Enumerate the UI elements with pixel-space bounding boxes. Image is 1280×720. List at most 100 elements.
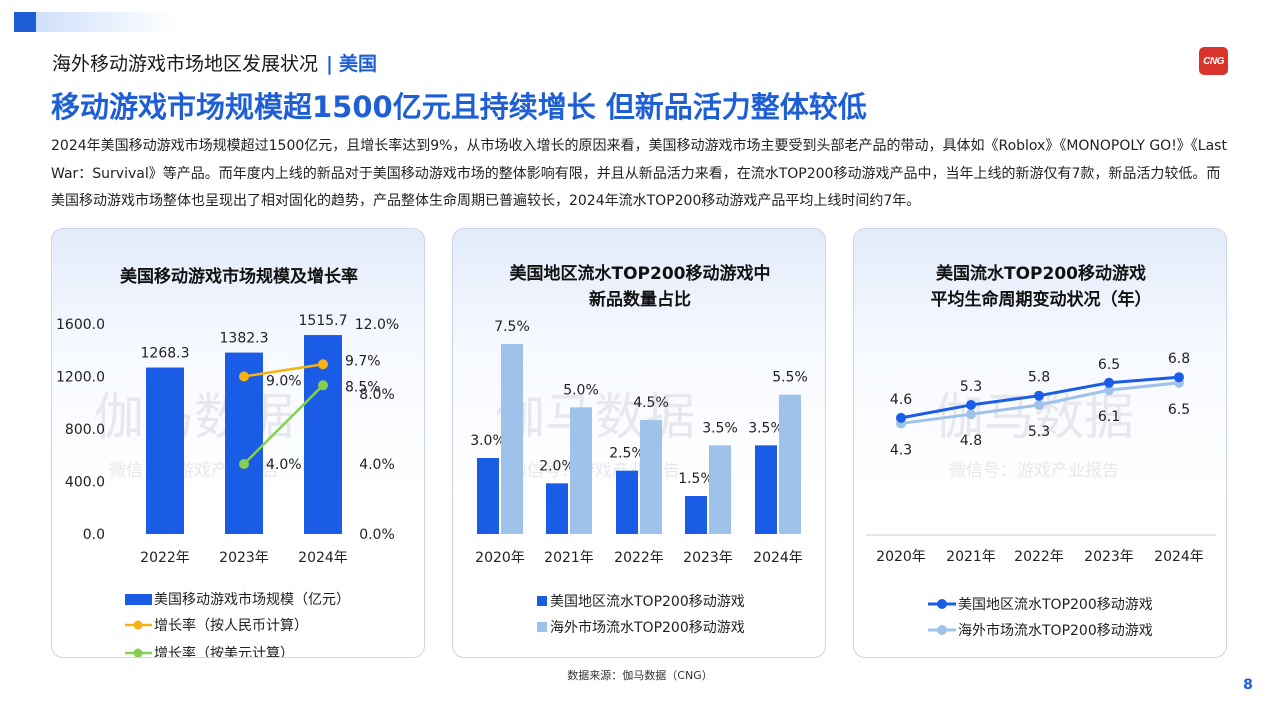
legend-label: 美国地区流水TOP200移动游戏	[550, 594, 745, 610]
growth-point	[239, 459, 249, 469]
lifecycle-panel: 伽马数据 微信号：游戏产业报告 美国流水TOP200移动游戏 平均生命周期变动状况（年…	[853, 228, 1227, 658]
page-title: 移动游戏市场规模超1500亿元且持续增长 但新品活力整体较低	[51, 90, 867, 124]
legend-label: 美国地区流水TOP200移动游戏	[958, 597, 1153, 613]
bar	[709, 445, 731, 534]
series-point	[1104, 377, 1114, 388]
cng-logo: CNG	[1199, 47, 1228, 75]
point-value-label: 5.8	[1028, 370, 1050, 386]
series-point	[966, 399, 976, 410]
y-axis-tick-label: 1200.0	[56, 370, 105, 386]
bar-value-label: 3.0%	[470, 433, 506, 449]
growth-label: 8.5%	[345, 379, 381, 395]
bar	[546, 483, 568, 534]
bar-value-label: 1382.3	[220, 331, 269, 347]
y-axis-tick-label: 400.0	[65, 475, 105, 491]
growth-point	[318, 380, 328, 391]
legend-label: 海外市场流水TOP200移动游戏	[550, 619, 745, 636]
x-axis-tick-label: 2020年	[475, 550, 525, 566]
market-scale-panel: 伽马数据 微信号：游戏产业报告 美国移动游戏市场规模及增长率 1600.0 1200.0…	[51, 228, 425, 658]
growth-label: 4.0%	[266, 457, 302, 473]
legend-swatch	[537, 622, 547, 632]
bar-value-label: 3.5%	[748, 420, 784, 436]
bar	[616, 470, 638, 534]
chart-title: 平均生命周期变动状况（年）	[931, 289, 1152, 310]
point-value-label: 4.8	[960, 433, 982, 449]
corner-accent-block	[14, 12, 36, 32]
bar-value-label: 5.5%	[772, 370, 808, 386]
bar	[685, 496, 707, 534]
new-game-share-chart: 伽马数据微信号：游戏产业报告美国地区流水TOP200移动游戏中新品数量占比202…	[470, 263, 808, 636]
bar-value-label: 1268.3	[141, 346, 190, 362]
point-value-label: 6.5	[1098, 357, 1120, 373]
point-value-label: 5.3	[960, 379, 982, 395]
legend-label: 美国移动游戏市场规模（亿元）	[154, 591, 350, 608]
chart-title: 新品数量占比	[589, 289, 691, 310]
section-label: 海外移动游戏市场地区发展状况	[52, 53, 319, 75]
x-axis-tick-label: 2023年	[683, 550, 733, 566]
growth-line	[243, 363, 324, 378]
watermark-text: 伽马数据	[94, 388, 294, 446]
series-point	[966, 409, 976, 420]
bar	[146, 367, 184, 534]
series-point	[896, 412, 906, 423]
x-axis-tick-label: 2023年	[219, 550, 269, 566]
point-value-label: 6.5	[1168, 402, 1190, 418]
point-value-label: 5.3	[1028, 424, 1050, 440]
bar-value-label: 3.5%	[702, 420, 738, 436]
legend-label: 增长率（按美元计算）	[154, 645, 294, 658]
y2-axis-tick-label: 4.0%	[359, 457, 395, 473]
y-axis-tick-label: 0.0	[83, 527, 105, 543]
y-axis-tick-label: 1600.0	[56, 317, 105, 333]
bar	[477, 458, 499, 534]
bar-value-label: 1515.7	[299, 313, 348, 329]
data-source: 数据来源：伽马数据（CNG）	[567, 669, 713, 682]
growth-point	[318, 359, 328, 370]
legend-label: 增长率（按人民币计算）	[154, 617, 308, 634]
section-title: 海外移动游戏市场地区发展状况 | 美国	[52, 49, 377, 76]
point-value-label: 6.8	[1168, 351, 1190, 367]
x-axis-tick-label: 2022年	[140, 550, 190, 566]
x-axis-tick-label: 2022年	[1014, 549, 1064, 565]
corner-accent-fade	[36, 12, 176, 32]
series-point	[1034, 399, 1044, 410]
point-value-label: 6.1	[1098, 409, 1120, 425]
growth-label: 9.0%	[266, 374, 302, 390]
bar	[501, 344, 523, 534]
bar-value-label: 7.5%	[494, 319, 530, 335]
x-axis-tick-label: 2023年	[1084, 549, 1134, 565]
page-number: 8	[1243, 677, 1253, 693]
y2-axis-tick-label: 12.0%	[355, 317, 399, 333]
series-point	[1174, 372, 1184, 383]
bar	[225, 352, 263, 534]
legend-swatch-dot	[937, 599, 947, 609]
bar-value-label: 2.0%	[539, 458, 575, 474]
growth-line	[243, 384, 324, 465]
bar-value-label: 2.5%	[609, 446, 645, 462]
market-scale-chart: 伽马数据微信号：游戏产业报告美国移动游戏市场规模及增长率1600.01200.0…	[56, 266, 399, 658]
lifecycle-chart: 伽马数据微信号：游戏产业报告美国流水TOP200移动游戏平均生命周期变动状况（年…	[866, 263, 1216, 639]
x-axis-tick-label: 2021年	[544, 550, 594, 566]
bar	[640, 420, 662, 534]
y2-axis-tick-label: 8.0%	[359, 387, 395, 403]
x-axis-tick-label: 2022年	[614, 550, 664, 566]
series-point	[1034, 390, 1044, 401]
bar	[755, 445, 777, 534]
growth-point	[239, 371, 249, 382]
section-separator: |	[326, 53, 333, 75]
x-axis-tick-label: 2024年	[298, 550, 348, 566]
x-axis-tick-label: 2024年	[753, 550, 803, 566]
x-axis-tick-label: 2021年	[946, 549, 996, 565]
legend-swatch-bar	[125, 594, 152, 605]
body-paragraph: 2024年美国移动游戏市场规模超过1500亿元，且增长率达到9%，从市场收入增长…	[51, 138, 1227, 209]
x-axis-tick-label: 2024年	[1154, 549, 1204, 565]
legend-swatch-dot	[133, 648, 143, 657]
new-game-share-panel: 伽马数据 微信号：游戏产业报告 美国地区流水TOP200移动游戏中 新品数量占比 202…	[452, 228, 826, 658]
chart-title: 美国移动游戏市场规模及增长率	[120, 266, 358, 287]
watermark-subtext: 微信号：游戏产业报告	[949, 461, 1119, 481]
y2-axis-tick-label: 0.0%	[359, 527, 395, 543]
legend-swatch-dot	[133, 620, 143, 630]
point-value-label: 4.3	[890, 442, 912, 458]
bar-value-label: 5.0%	[563, 382, 599, 398]
growth-label: 9.7%	[345, 353, 381, 369]
legend-swatch-dot	[937, 625, 947, 635]
